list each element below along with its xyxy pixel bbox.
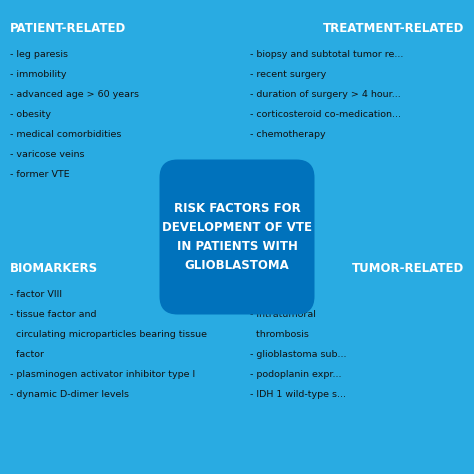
Text: - advanced age > 60 years: - advanced age > 60 years [10, 90, 139, 99]
Text: TUMOR-RELATED: TUMOR-RELATED [352, 262, 464, 275]
Text: - medical comorbidities: - medical comorbidities [10, 130, 121, 139]
FancyBboxPatch shape [0, 0, 234, 234]
Text: - factor VIII: - factor VIII [10, 290, 62, 299]
Text: - varicose veins: - varicose veins [10, 150, 84, 159]
Text: - leg paresis: - leg paresis [10, 50, 68, 59]
FancyBboxPatch shape [159, 159, 315, 315]
Text: TREATMENT-RELATED: TREATMENT-RELATED [323, 22, 464, 35]
Text: - plasminogen activator inhibitor type I: - plasminogen activator inhibitor type I [10, 370, 195, 379]
Text: RISK FACTORS FOR
DEVELOPMENT OF VTE
IN PATIENTS WITH
GLIOBLASTOMA: RISK FACTORS FOR DEVELOPMENT OF VTE IN P… [162, 202, 312, 272]
Text: factor: factor [10, 350, 44, 359]
Text: - tumor size: - tumor size [250, 290, 307, 299]
FancyBboxPatch shape [240, 0, 474, 234]
Text: - chemotherapy: - chemotherapy [250, 130, 326, 139]
Text: - former VTE: - former VTE [10, 170, 70, 179]
FancyBboxPatch shape [0, 240, 234, 474]
Text: - recent surgery: - recent surgery [250, 70, 326, 79]
Text: - obesity: - obesity [10, 110, 51, 119]
Text: BIOMARKERS: BIOMARKERS [10, 262, 98, 275]
Text: - tissue factor and: - tissue factor and [10, 310, 97, 319]
Text: - glioblastoma sub...: - glioblastoma sub... [250, 350, 346, 359]
Text: - corticosteroid co-medication...: - corticosteroid co-medication... [250, 110, 401, 119]
Text: PATIENT-RELATED: PATIENT-RELATED [10, 22, 126, 35]
Text: thrombosis: thrombosis [250, 330, 309, 339]
Text: - immobility: - immobility [10, 70, 66, 79]
FancyBboxPatch shape [240, 240, 474, 474]
Text: - podoplanin expr...: - podoplanin expr... [250, 370, 341, 379]
Text: - duration of surgery > 4 hour...: - duration of surgery > 4 hour... [250, 90, 401, 99]
Text: - dynamic D-dimer levels: - dynamic D-dimer levels [10, 390, 129, 399]
Text: circulating microparticles bearing tissue: circulating microparticles bearing tissu… [10, 330, 207, 339]
Text: - intratumoral: - intratumoral [250, 310, 316, 319]
Text: - biopsy and subtotal tumor re...: - biopsy and subtotal tumor re... [250, 50, 403, 59]
Text: - IDH 1 wild-type s...: - IDH 1 wild-type s... [250, 390, 346, 399]
